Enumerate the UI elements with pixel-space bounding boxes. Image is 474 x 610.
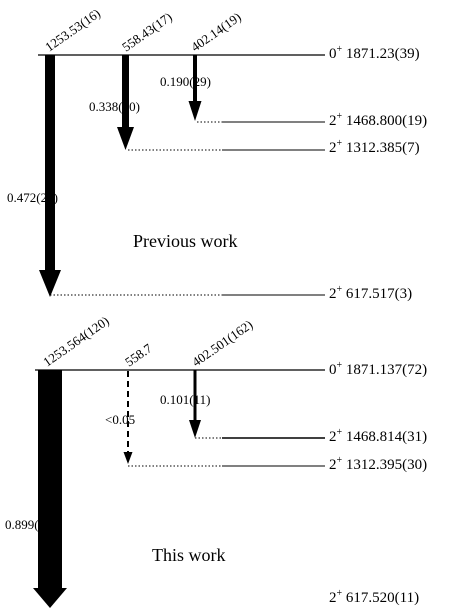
- gamma-energy-1253: 1253.564(120): [40, 313, 112, 369]
- level-label-617: 2+ 617.520(11): [329, 588, 419, 606]
- intensity-558: 0.338(20): [89, 99, 140, 114]
- panel-title-this-work: This work: [152, 545, 226, 565]
- gamma-energy-1253: 1253.53(16): [42, 6, 103, 55]
- gamma-arrow-558: [117, 55, 134, 150]
- intensity-1253: 0.472(25): [7, 190, 58, 205]
- gamma-arrow-1253: [39, 55, 61, 297]
- level-label-1312: 2+ 1312.385(7): [329, 138, 420, 156]
- level-label-1468: 2+ 1468.800(19): [329, 111, 427, 129]
- panel-previous-work: 0+ 1871.23(39) 2+ 1468.800(19) 2+ 1312.3…: [7, 6, 427, 302]
- level-label-1312: 2+ 1312.395(30): [329, 455, 427, 473]
- panel-this-work: 0+ 1871.137(72) 2+ 1468.814(31) 2+ 1312.…: [5, 313, 427, 608]
- gamma-arrow-402: [188, 55, 202, 121]
- panel-title-previous-work: Previous work: [133, 231, 238, 251]
- gamma-arrow-402: [189, 370, 201, 438]
- gamma-energy-402: 402.501(162): [189, 317, 255, 370]
- level-label-1468: 2+ 1468.814(31): [329, 427, 427, 445]
- intensity-402: 0.101(11): [160, 392, 210, 407]
- gamma-energy-558: 558.43(17): [119, 9, 175, 54]
- level-label-0plus: 0+ 1871.23(39): [329, 44, 420, 62]
- level-label-0plus: 0+ 1871.137(72): [329, 360, 427, 378]
- intensity-1253: 0.899(11): [5, 517, 55, 532]
- gamma-energy-402: 402.14(19): [188, 9, 244, 54]
- gamma-arrow-558-dashed: [123, 371, 133, 464]
- intensity-558: <0.05: [105, 412, 135, 427]
- gamma-arrow-1253: [33, 370, 67, 608]
- level-label-617: 2+ 617.517(3): [329, 284, 412, 302]
- intensity-402: 0.190(29): [160, 74, 211, 89]
- gamma-energy-558: 558.7: [122, 340, 155, 369]
